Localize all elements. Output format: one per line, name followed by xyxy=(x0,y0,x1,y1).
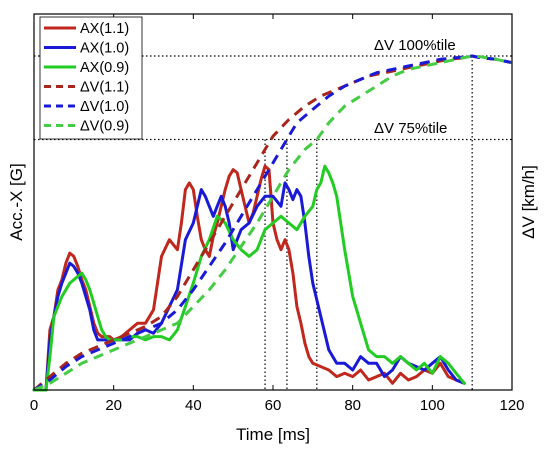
x-tick-label: 80 xyxy=(344,397,361,414)
legend-label-0: AX(1.1) xyxy=(80,21,129,37)
x-axis-label: Time [ms] xyxy=(236,425,310,444)
legend-label-1: AX(1.0) xyxy=(80,41,129,57)
series-layer xyxy=(32,54,513,392)
series-line-1 xyxy=(32,181,466,392)
legend-label-2: AX(0.9) xyxy=(80,60,129,76)
series-line-0 xyxy=(32,164,466,392)
y-axis-label-right: ΔV [km/h] xyxy=(519,165,538,239)
series-line-4 xyxy=(33,54,513,392)
y-axis-label-left: Acc.-X [G] xyxy=(7,163,26,240)
series-line-2 xyxy=(32,164,466,392)
x-tick-label: 20 xyxy=(105,397,122,414)
reference-lines xyxy=(34,55,512,390)
annotation-75-percentile: ΔV 75%tile xyxy=(374,120,447,137)
annotation-100-percentile: ΔV 100%tile xyxy=(374,37,456,54)
legend-label-3: ΔV(1.1) xyxy=(80,80,129,96)
legend-label-4: ΔV(1.0) xyxy=(80,99,129,115)
x-tick-label: 0 xyxy=(30,397,38,414)
x-axis-ticks: 0 20 40 60 80 100 120 xyxy=(30,14,525,414)
legend: AX(1.1) AX(1.0) AX(0.9) ΔV(1.1) ΔV(1.0) ΔV(0.… xyxy=(39,16,143,140)
legend-label-5: ΔV(0.9) xyxy=(80,119,129,135)
x-tick-label: 40 xyxy=(185,397,202,414)
x-tick-label: 100 xyxy=(420,397,445,414)
legend-box xyxy=(39,16,143,140)
series-line-5 xyxy=(33,54,513,392)
x-tick-label: 60 xyxy=(265,397,282,414)
x-tick-label: 120 xyxy=(499,397,524,414)
